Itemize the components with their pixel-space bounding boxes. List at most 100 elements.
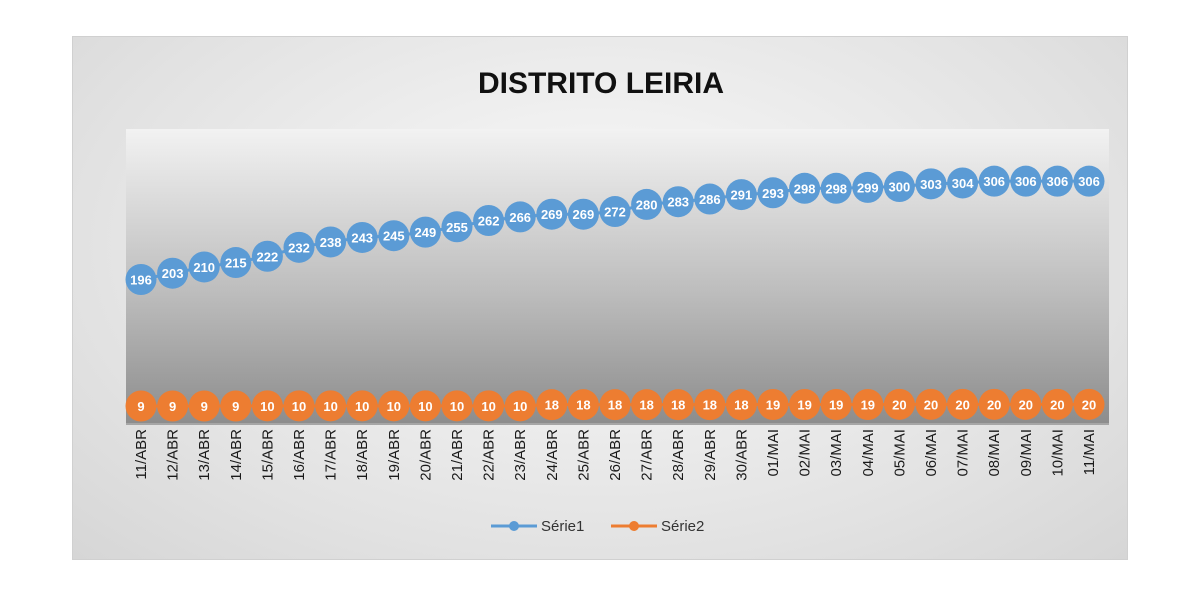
series-1-point — [1073, 165, 1105, 197]
x-tick-label: 25/ABR — [575, 429, 592, 481]
series-2-data-label: 19 — [766, 398, 780, 413]
series-2-data-label: 10 — [513, 399, 527, 414]
series-1-point — [157, 257, 189, 289]
x-tick-label: 07/MAI — [955, 429, 972, 477]
series-1-data-label: 243 — [351, 230, 373, 245]
series-2-data-label: 9 — [201, 399, 208, 414]
series-2-point — [599, 389, 631, 421]
series-2-point — [725, 389, 757, 421]
series-2-point — [346, 390, 378, 422]
series-2-data-label: 20 — [987, 397, 1001, 412]
series-2-data-label: 9 — [137, 399, 144, 414]
legend: Série1 Série2 — [491, 518, 704, 535]
series-1-point — [725, 179, 757, 211]
series-1-point — [504, 201, 536, 233]
series-1-point — [125, 264, 157, 295]
series-2-point — [378, 390, 410, 422]
series-1-data-label: 255 — [446, 220, 468, 235]
series-1-point — [599, 196, 631, 228]
series-1-point — [915, 168, 947, 200]
x-tick-label: 21/ABR — [449, 429, 466, 481]
series-2-point — [757, 389, 789, 420]
series-1-point — [694, 183, 726, 215]
series-2-data-label: 18 — [545, 398, 559, 413]
series-1-data-label: 272 — [604, 205, 626, 220]
chart-title: DISTRITO LEIRIA — [478, 67, 724, 100]
x-tick-label: 23/ABR — [512, 429, 529, 481]
series-2-data-label: 18 — [734, 398, 748, 413]
chart-container: DISTRITO LEIRIA 196 203 210 215 222 232 238 243… — [72, 36, 1128, 560]
series-1-data-label: 249 — [415, 225, 437, 240]
legend-label: Série1 — [541, 518, 584, 535]
series-2-point — [157, 390, 189, 422]
series-1-data-label: 196 — [130, 273, 152, 288]
series-2-point — [125, 390, 157, 422]
series-2-point — [188, 390, 220, 422]
x-tick-label: 30/ABR — [733, 429, 750, 481]
series-1-point — [283, 231, 315, 263]
series-1-point — [1010, 165, 1042, 197]
series-2-data-label: 19 — [797, 398, 811, 413]
series-2-data-label: 20 — [955, 397, 969, 412]
series-1-data-label: 300 — [889, 180, 911, 195]
series-1-point — [662, 186, 694, 218]
series-2-data-label: 9 — [232, 399, 239, 414]
series-2-data-label: 10 — [418, 399, 432, 414]
series-2-data-label: 19 — [829, 398, 843, 413]
x-tick-label: 08/MAI — [986, 429, 1003, 477]
series-2-data-label: 10 — [323, 399, 337, 414]
series-2-data-label: 20 — [1019, 397, 1033, 412]
x-tick-label: 24/ABR — [544, 429, 561, 481]
series-2-data-label: 18 — [608, 398, 622, 413]
series-1-point — [251, 240, 283, 272]
legend-item-2: Série2 — [611, 518, 704, 535]
x-tick-label: 27/ABR — [639, 429, 656, 481]
series-1-point — [536, 198, 568, 230]
series-1-data-label: 299 — [857, 180, 879, 195]
series-layer: 196 203 210 215 222 232 238 243 245 249 255 262 266 2… — [125, 165, 1105, 422]
series-2-point — [441, 390, 473, 422]
legend-label: Série2 — [661, 518, 704, 535]
x-tick-label: 13/ABR — [196, 429, 213, 481]
legend-marker — [509, 521, 519, 531]
series-2-point — [536, 389, 568, 421]
series-1-point — [789, 172, 821, 204]
series-2-point — [789, 389, 821, 420]
series-1-data-label: 266 — [509, 210, 531, 225]
x-tick-label: 16/ABR — [291, 429, 308, 481]
series-1-point — [1041, 165, 1073, 197]
series-2-point — [473, 390, 505, 422]
series-1-data-label: 306 — [1015, 174, 1037, 189]
x-tick-label: 15/ABR — [259, 429, 276, 481]
series-1-data-label: 280 — [636, 197, 658, 212]
series-2-point — [220, 390, 252, 422]
series-2-point — [662, 389, 694, 421]
series-1-data-label: 203 — [162, 266, 184, 281]
series-1-data-label: 293 — [762, 186, 784, 201]
series-1-data-label: 215 — [225, 256, 247, 271]
series-1-data-label: 262 — [478, 213, 500, 228]
series-2-data-label: 10 — [387, 399, 401, 414]
series-2-data-label: 9 — [169, 399, 176, 414]
x-tick-label: 04/MAI — [860, 429, 877, 477]
x-tick-label: 02/MAI — [797, 429, 814, 477]
x-axis: 11/ABR 12/ABR 13/ABR 14/ABR 15/ABR 16/ABR 17/A… — [126, 423, 1109, 481]
series-2-point — [1041, 388, 1073, 420]
series-1-data-label: 283 — [667, 195, 689, 210]
series-2-point — [694, 389, 726, 421]
legend-marker — [629, 521, 639, 531]
x-tick-label: 03/MAI — [828, 429, 845, 477]
series-2-point — [631, 389, 663, 421]
x-tick-label: 18/ABR — [354, 429, 371, 481]
x-tick-label: 10/MAI — [1049, 429, 1066, 477]
series-2-point — [978, 388, 1010, 420]
series-2-data-label: 20 — [1050, 397, 1064, 412]
series-1-data-label: 298 — [794, 181, 816, 196]
series-1-data-label: 232 — [288, 240, 310, 255]
series-1-point — [220, 247, 252, 279]
x-tick-label: 09/MAI — [1018, 429, 1035, 477]
series-1-data-label: 245 — [383, 229, 405, 244]
series-2-point — [1073, 388, 1105, 420]
series-2-point — [852, 389, 884, 420]
series-1-point — [409, 216, 441, 248]
